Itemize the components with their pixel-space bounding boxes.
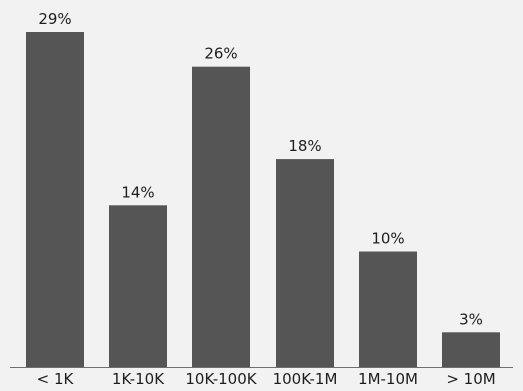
x-tick-label: > 10M [446, 370, 495, 388]
bar [442, 332, 500, 367]
bar [109, 205, 167, 367]
data-label: 10% [371, 230, 404, 248]
x-tick-labels-group: < 1K 1K-10K 10K-100K 100K-1M 1M-10M > 10M [37, 370, 496, 388]
data-label: 14% [121, 183, 154, 201]
data-label: 26% [204, 45, 237, 63]
x-tick-label: 1K-10K [112, 370, 165, 388]
bar [192, 66, 250, 367]
data-label: 3% [459, 310, 483, 328]
data-label: 29% [38, 10, 71, 28]
bar [276, 159, 334, 367]
x-tick-label: 10K-100K [185, 370, 257, 388]
data-label: 18% [288, 137, 321, 155]
x-tick-label: 1M-10M [358, 370, 418, 388]
bars-group [26, 32, 500, 367]
bar [26, 32, 84, 367]
bar [359, 251, 417, 367]
data-labels-group: 29% 14% 26% 18% 10% 3% [38, 10, 483, 328]
x-tick-label: 100K-1M [273, 370, 338, 388]
x-tick-label: < 1K [37, 370, 75, 388]
